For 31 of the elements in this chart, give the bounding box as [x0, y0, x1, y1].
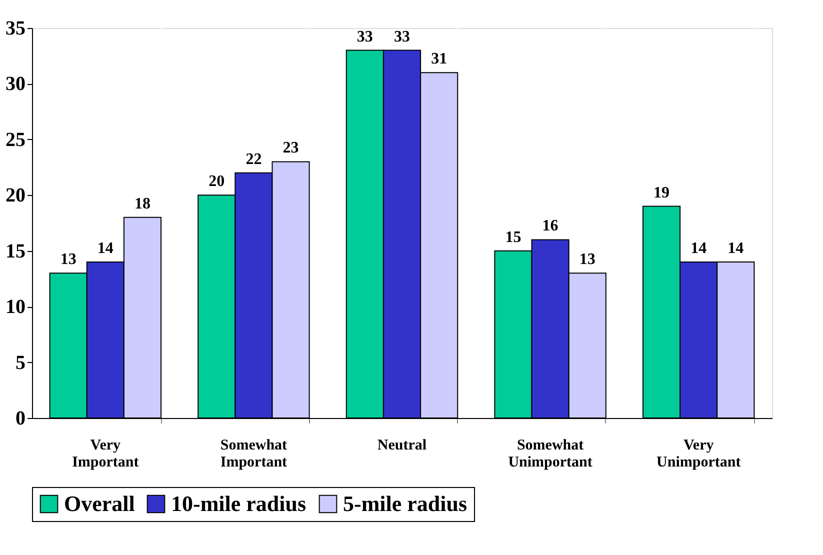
- data-label: 22: [246, 150, 262, 168]
- legend-label: 5-mile radius: [343, 491, 468, 516]
- data-label: 19: [654, 184, 670, 202]
- data-label: 33: [394, 28, 410, 46]
- y-tick-label: 30: [6, 73, 26, 96]
- data-label: 18: [134, 195, 150, 212]
- data-label: 23: [282, 140, 299, 157]
- y-tick-label: 20: [6, 184, 26, 207]
- x-tick-label: Neutral: [377, 438, 427, 454]
- x-tick-label: Somewhat Unimportant: [508, 438, 592, 470]
- y-tick-label: 10: [6, 296, 26, 318]
- data-label: 16: [542, 218, 558, 235]
- x-tick-label: Very Important: [72, 438, 139, 470]
- data-label: 13: [60, 251, 76, 268]
- data-label: 15: [505, 228, 522, 246]
- y-tick-label: 35: [6, 18, 26, 40]
- data-label: 20: [208, 173, 225, 190]
- x-tick-label: Very Unimportant: [656, 438, 741, 470]
- data-label: 13: [579, 251, 596, 268]
- legend-label: 10-mile radius: [171, 491, 306, 516]
- data-label: 14: [690, 240, 707, 257]
- data-label: 33: [356, 28, 373, 46]
- x-tick-label: Somewhat Important: [220, 438, 288, 470]
- data-label: 31: [431, 50, 448, 68]
- y-tick-label: 5: [16, 352, 26, 374]
- legend-label: Overall: [64, 491, 135, 516]
- y-tick-label: 25: [6, 128, 26, 151]
- data-label: 14: [728, 240, 744, 257]
- data-label: 14: [97, 240, 114, 257]
- y-tick-label: 0: [16, 408, 26, 430]
- y-tick-label: 15: [6, 240, 26, 262]
